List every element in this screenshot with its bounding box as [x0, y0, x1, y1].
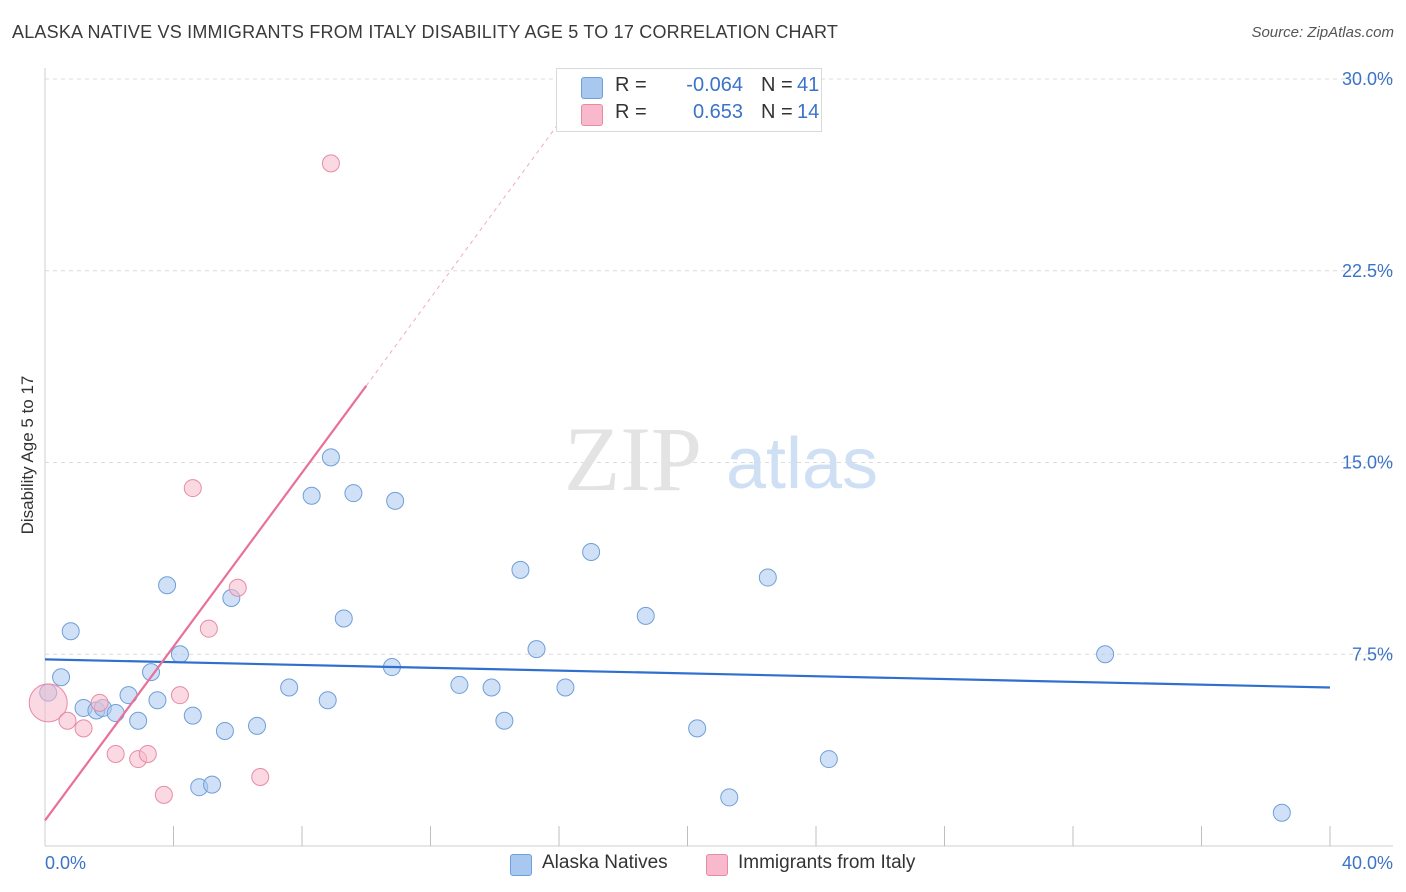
grid-lines [45, 78, 1393, 655]
y-tick-label: 22.5% [1342, 261, 1393, 281]
alaska-native-point [344, 484, 363, 503]
alaska-native-point [248, 716, 267, 735]
chart-title: ALASKA NATIVE VS IMMIGRANTS FROM ITALY D… [12, 22, 839, 42]
alaska-native-point [215, 721, 234, 740]
italy-immigrant-point [106, 744, 125, 763]
tick-labels: 7.5% 15.0% 22.5% 30.0% 0.0% 40.0% [45, 69, 1393, 873]
alaska-native-point [688, 719, 707, 738]
bottom-legend-label-alaska: Alaska Natives [542, 852, 668, 873]
legend-n-value: 41 [797, 74, 820, 96]
italy-immigrant-point [28, 683, 68, 723]
legend-n-label: N = [761, 101, 793, 123]
italy-immigrant-point [170, 686, 189, 705]
alaska-native-point [527, 640, 546, 659]
italy-immigrant-point [74, 719, 93, 738]
alaska-native-point [158, 576, 177, 595]
trend-lines [44, 78, 1331, 822]
x-tick-label: 0.0% [45, 853, 86, 873]
alaska-native-point [1272, 803, 1291, 822]
alaska-native-point [280, 678, 299, 697]
alaska-native-point [183, 706, 202, 725]
alaska-trend-line [44, 658, 1331, 689]
x-tick-label: 40.0% [1342, 853, 1393, 873]
legend-r-label: R = [615, 74, 647, 96]
correlation-legend: R = -0.064 N = 41 R = 0.653 N = 14 [556, 68, 822, 132]
italy-immigrant-point [58, 711, 77, 730]
alaska-native-point [450, 675, 469, 694]
alaska-native-point [556, 678, 575, 697]
alaska-native-point [321, 448, 340, 467]
italy-immigrant-point [154, 785, 173, 804]
legend-r-value: -0.064 [686, 74, 743, 96]
alaska-native-point [170, 645, 189, 664]
legend-n-label: N = [761, 74, 793, 96]
italy-immigrant-point [199, 619, 218, 638]
italy-immigrant-point [138, 744, 157, 763]
y-tick-label: 7.5% [1352, 644, 1393, 664]
alaska-native-point [386, 491, 405, 510]
alaska-native-point [129, 711, 148, 730]
alaska-native-point [302, 486, 321, 505]
alaska-native-point [1096, 645, 1115, 664]
italy-immigrant-point [228, 578, 247, 597]
legend-r-value: 0.653 [692, 101, 743, 123]
axes [44, 68, 1393, 847]
legend-swatch-alaska [581, 77, 603, 99]
alaska-native-point [495, 711, 514, 730]
italy-trend-line [44, 385, 368, 822]
alaska-native-point [106, 704, 125, 723]
italy-immigrant-point [183, 479, 202, 498]
bottom-legend-label-italy: Immigrants from Italy [738, 852, 916, 873]
alaska-native-point [720, 788, 739, 807]
legend-swatch-italy [581, 104, 603, 126]
italy-immigrant-point [90, 693, 109, 712]
watermark-zip: ZIP [564, 408, 702, 510]
alaska-native-point [334, 609, 353, 628]
italy-immigrant-point [251, 767, 270, 786]
watermark-atlas: atlas [726, 424, 878, 504]
alaska-native-point [318, 691, 337, 710]
watermark: ZIP atlas [564, 408, 878, 510]
y-tick-label: 15.0% [1342, 453, 1393, 473]
alaska-native-point [482, 678, 501, 697]
alaska-native-point [61, 622, 80, 641]
alaska-native-point [142, 663, 161, 682]
alaska-native-point [148, 691, 167, 710]
alaska-native-point [52, 668, 71, 687]
bottom-legend-swatch-italy [706, 854, 728, 876]
legend-r-label: R = [615, 101, 647, 123]
y-tick-label: 30.0% [1342, 69, 1393, 89]
alaska-native-point [636, 606, 655, 625]
legend-n-value: 14 [797, 101, 820, 123]
alaska-native-point [819, 750, 838, 769]
alaska-native-point [511, 560, 530, 579]
data-points [28, 154, 1291, 822]
bottom-legend-swatch-alaska [510, 854, 532, 876]
italy-immigrant-point [321, 154, 340, 173]
alaska-native-point [758, 568, 777, 587]
source-label: Source: ZipAtlas.com [1251, 24, 1394, 41]
alaska-native-point [582, 542, 601, 561]
alaska-native-point [203, 775, 222, 794]
